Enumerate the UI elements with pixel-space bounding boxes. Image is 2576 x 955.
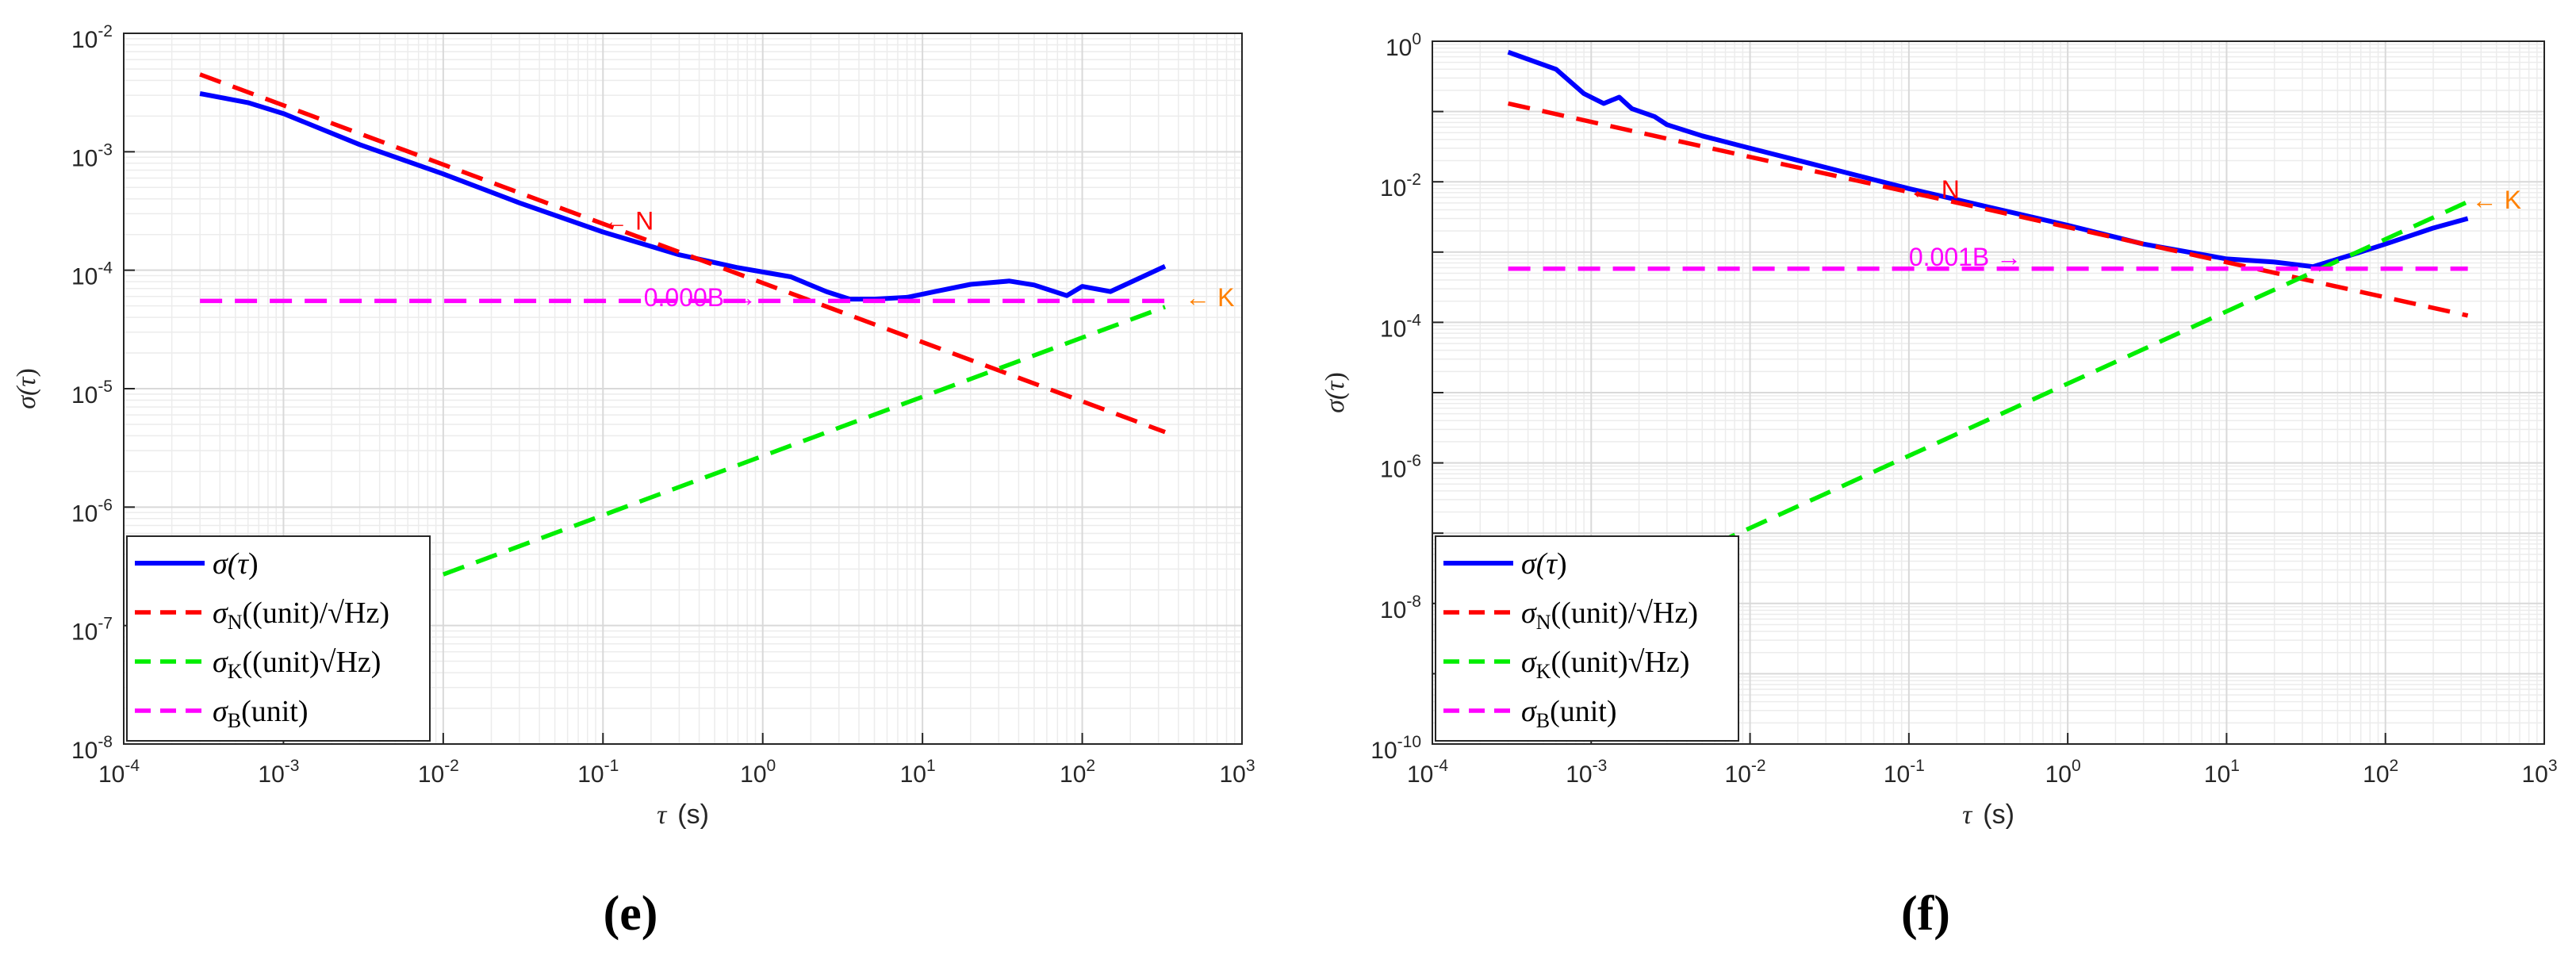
annotations: ← N 0.001B → ← K xyxy=(1909,175,2521,271)
annotation-b: 0.001B → xyxy=(1909,243,2022,271)
annotation-b: 0.000B → xyxy=(644,283,757,312)
y-tick-label: 10-6 xyxy=(71,496,113,527)
legend-label-k: σK((unit)√Hz) xyxy=(213,646,381,683)
y-tick-label: 10-8 xyxy=(1380,593,1421,623)
sigma-k-line xyxy=(442,305,1166,577)
annotation-k: ← K xyxy=(2472,186,2521,214)
y-tick-label: 10-2 xyxy=(1380,171,1421,201)
legend-box xyxy=(1435,535,1739,742)
legend-box xyxy=(126,535,431,742)
panel-e: ← N 0.000B → ← K 10-4 10-3 10-2 10-1 100… xyxy=(12,22,1255,941)
sigma-n-line xyxy=(1508,101,2469,318)
x-axis-label: τ (s) xyxy=(657,800,709,830)
y-tick-label: 10-8 xyxy=(71,733,113,764)
x-tick-label: 10-1 xyxy=(1884,757,1925,788)
sigma-n-line xyxy=(199,72,1166,435)
legend-label-b: σB(unit) xyxy=(1521,695,1617,732)
legend-label-n: σN((unit)/√Hz) xyxy=(213,596,389,634)
x-tick-label: 101 xyxy=(2204,757,2240,788)
legend-label-sigma: σ(τ) xyxy=(1521,547,1567,581)
annotations: ← N 0.000B → ← K xyxy=(603,207,1234,312)
y-tick-label: 10-5 xyxy=(71,378,113,408)
tick-marks xyxy=(123,33,1243,745)
x-tick-label: 10-4 xyxy=(98,757,140,788)
y-axis-label: σ(τ) xyxy=(1321,372,1350,413)
x-tick-label: 103 xyxy=(1219,757,1255,788)
x-tick-label: 101 xyxy=(900,757,936,788)
legend-label-n: σN((unit)/√Hz) xyxy=(1521,596,1698,634)
panel-label: (f) xyxy=(1901,887,1950,941)
y-tick-label: 10-4 xyxy=(1380,311,1421,342)
x-tick-labels: 10-4 10-3 10-2 10-1 100 101 102 103 xyxy=(1407,757,2558,788)
x-axis-label: τ (s) xyxy=(1962,800,2014,830)
y-tick-label: 10-2 xyxy=(71,22,113,53)
x-tick-label: 10-2 xyxy=(418,757,459,788)
annotation-n: ← N xyxy=(603,207,654,236)
sigma-line xyxy=(1507,49,2469,270)
y-tick-label: 10-6 xyxy=(1380,452,1421,483)
x-tick-labels: 10-4 10-3 10-2 10-1 100 101 102 103 xyxy=(98,757,1255,788)
panel-f: ← N 0.001B → ← K 10-4 10-3 10-2 10-1 100… xyxy=(1321,30,2558,941)
series-group xyxy=(199,72,1167,577)
legend: σ(τ) σN((unit)/√Hz) σK((unit)√Hz) σB(uni… xyxy=(1435,535,1739,742)
y-tick-label: 10-3 xyxy=(71,140,113,171)
annotation-n: ← N xyxy=(1909,175,1960,204)
legend-label-k: σK((unit)√Hz) xyxy=(1521,646,1689,683)
x-tick-label: 10-3 xyxy=(1566,757,1607,788)
series-group xyxy=(1507,49,2469,547)
x-tick-label: 103 xyxy=(2521,757,2557,788)
annotation-k: ← K xyxy=(1185,283,1234,312)
x-tick-label: 100 xyxy=(740,757,776,788)
x-tick-label: 102 xyxy=(1060,757,1095,788)
y-tick-label: 10-4 xyxy=(71,259,113,290)
y-tick-label: 100 xyxy=(1386,30,1421,61)
legend-label-b: σB(unit) xyxy=(213,695,309,732)
x-tick-label: 102 xyxy=(2363,757,2398,788)
x-tick-label: 10-3 xyxy=(258,757,299,788)
y-axis-label: σ(τ) xyxy=(12,368,41,409)
y-tick-label: 10-10 xyxy=(1370,733,1421,764)
y-tick-labels: 10-8 10-7 10-6 10-5 10-4 10-3 10-2 xyxy=(71,22,113,764)
panel-label: (e) xyxy=(604,887,658,941)
y-tick-label: 10-7 xyxy=(71,615,113,646)
legend: σ(τ) σN((unit)/√Hz) σK((unit)√Hz) σB(uni… xyxy=(126,535,431,742)
legend-label-sigma: σ(τ) xyxy=(213,547,259,581)
x-tick-label: 10-4 xyxy=(1407,757,1448,788)
x-tick-label: 10-2 xyxy=(1725,757,1766,788)
x-tick-label: 10-1 xyxy=(577,757,619,788)
y-tick-labels: 10-10 10-8 10-6 10-4 10-2 100 xyxy=(1370,30,1421,764)
x-tick-label: 100 xyxy=(2045,757,2081,788)
